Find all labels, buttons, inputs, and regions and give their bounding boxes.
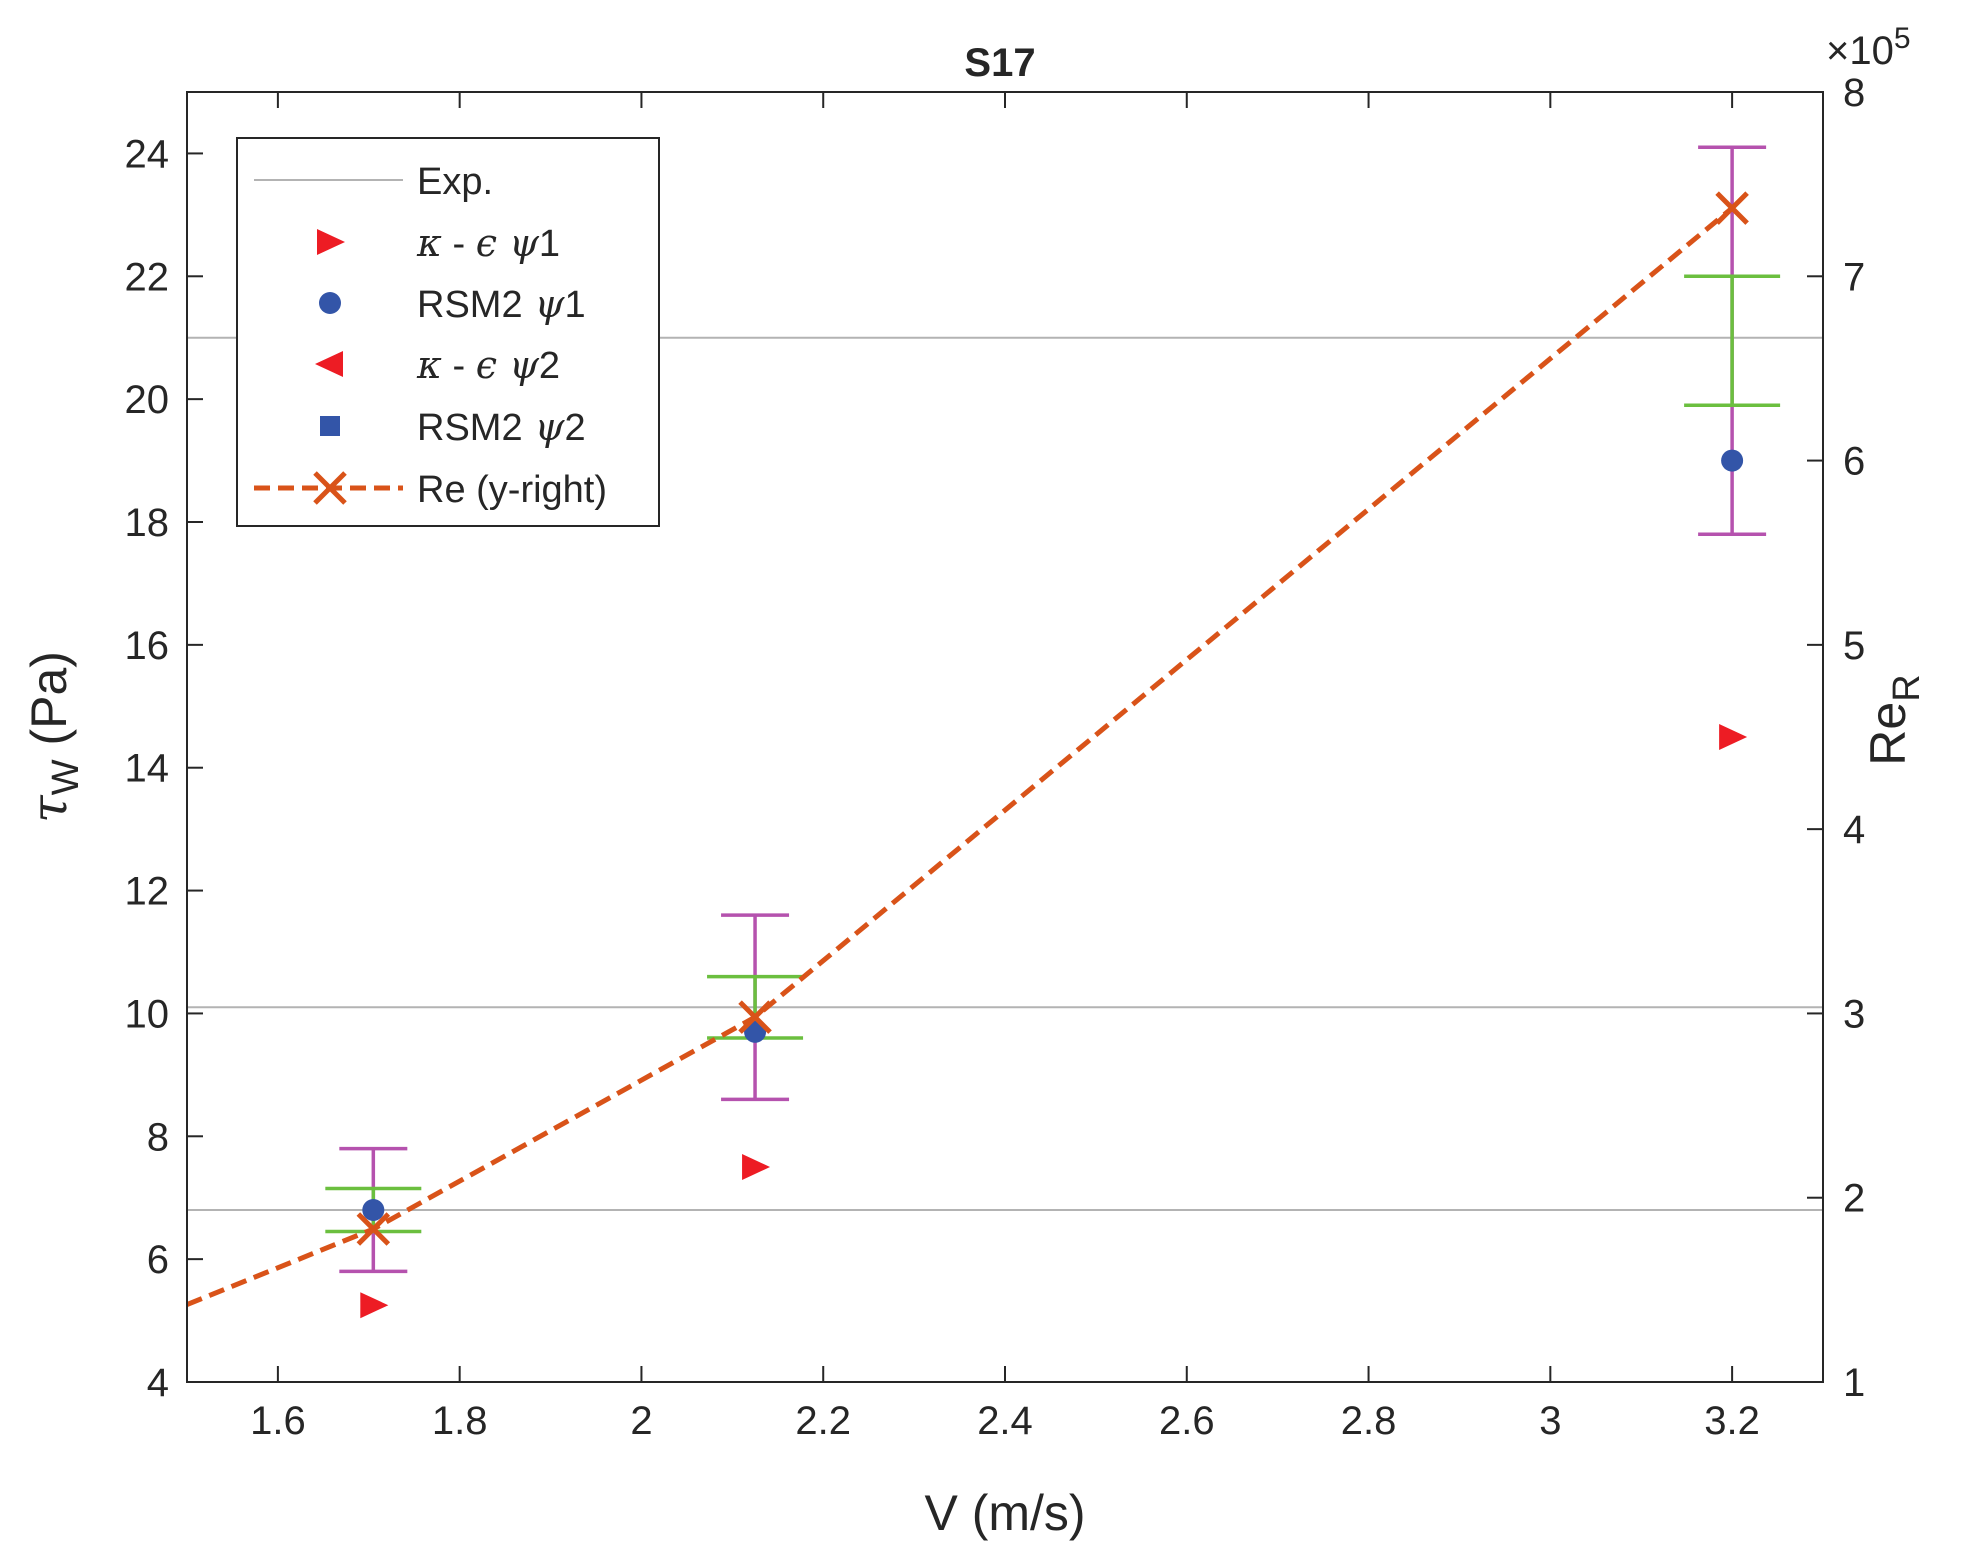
y2-axis-label: ReR	[1860, 674, 1928, 765]
y2-tick-label: 3	[1843, 992, 1865, 1036]
y-tick-label: 14	[125, 747, 170, 791]
svg-text:τW (Pa): τW (Pa)	[20, 651, 87, 823]
y-tick-label: 12	[125, 870, 170, 914]
y2-tick-label: 6	[1843, 440, 1865, 484]
x-tick-label: 2.2	[795, 1399, 851, 1443]
y-axis-label-symbol: τ	[20, 794, 78, 823]
x-tick-label: 2	[630, 1399, 652, 1443]
y-tick-label: 8	[147, 1115, 169, 1159]
y2-axis-label-sub: R	[1886, 674, 1928, 701]
y2-multiplier: ×105	[1826, 22, 1911, 73]
y-tick-label: 10	[125, 992, 170, 1036]
svg-text:ReR: ReR	[1860, 674, 1928, 765]
y-tick-label: 18	[125, 501, 170, 545]
legend-label: Re (y-right)	[417, 469, 607, 511]
y-tick-label: 20	[125, 378, 170, 422]
y-tick-label: 6	[147, 1238, 169, 1282]
y2-tick-label: 4	[1843, 808, 1865, 852]
y-tick-label: 4	[147, 1361, 169, 1405]
legend-swatch-marker	[313, 471, 347, 505]
re-line	[186, 206, 1734, 1307]
data-point	[360, 1292, 389, 1319]
legend-label: RSM2 ψ1	[417, 282, 586, 326]
x-tick-label: 1.8	[432, 1399, 488, 1443]
legend-item: Re (y-right)	[254, 469, 607, 511]
legend-label: Exp.	[417, 161, 493, 203]
x-tick-label: 2.4	[977, 1399, 1033, 1443]
legend: Exp. κ - ϵ ψ1 RSM2 ψ1 κ - ϵ ψ2 RSM2 ψ2 Re (y-…	[236, 137, 660, 527]
y2-axis-label-base: Re	[1860, 702, 1916, 766]
y-tick-label: 24	[125, 132, 170, 176]
legend-item: κ - ϵ ψ2	[315, 343, 560, 387]
y-axis-label: τW (Pa)	[20, 651, 87, 823]
y2-tick-label: 8	[1843, 71, 1865, 115]
data-point	[362, 1199, 385, 1221]
x-tick-label: 2.8	[1341, 1399, 1397, 1443]
legend-swatch	[319, 292, 341, 314]
legend-swatch	[320, 416, 340, 436]
legend-swatch	[315, 351, 343, 377]
y2-tick-label: 5	[1843, 624, 1865, 668]
y2-tick-label: 2	[1843, 1177, 1865, 1221]
data-point	[1721, 449, 1744, 472]
data-point	[1719, 724, 1748, 750]
legend-box	[236, 137, 660, 527]
y-tick-label: 16	[125, 624, 170, 668]
re-marker	[1715, 191, 1749, 225]
legend-item: κ - ϵ ψ1	[317, 221, 560, 265]
legend-label: RSM2 ψ2	[417, 405, 586, 449]
y2-tick-label: 7	[1843, 255, 1865, 299]
re-marker	[356, 1212, 391, 1246]
legend-label: κ - ϵ ψ2	[416, 343, 560, 387]
x-tick-label: 3	[1539, 1399, 1561, 1443]
re-marker	[738, 1000, 772, 1034]
legend-item: RSM2 ψ2	[320, 405, 586, 449]
legend-item: Exp.	[254, 161, 493, 203]
x-tick-label: 2.6	[1159, 1399, 1215, 1443]
y-axis-label-sub: W	[45, 759, 87, 795]
x-axis-label: V (m/s)	[924, 1485, 1085, 1541]
y-axis-label-rest: (Pa)	[21, 651, 77, 759]
y2-multiplier-exp: 5	[1894, 22, 1911, 55]
legend-swatch	[317, 229, 345, 255]
legend-label: κ - ϵ ψ1	[416, 221, 560, 265]
data-point	[742, 1154, 771, 1180]
y2-tick-label: 1	[1843, 1361, 1865, 1405]
error-bar-green	[1684, 274, 1781, 408]
y-tick-label: 22	[125, 255, 170, 299]
y2-multiplier-prefix: ×10	[1826, 29, 1894, 73]
chart-title: S17	[964, 41, 1035, 85]
x-tick-label: 3.2	[1704, 1399, 1760, 1443]
data-point	[744, 1020, 767, 1043]
x-tick-label: 1.6	[250, 1399, 306, 1443]
legend-item: RSM2 ψ1	[319, 282, 586, 326]
